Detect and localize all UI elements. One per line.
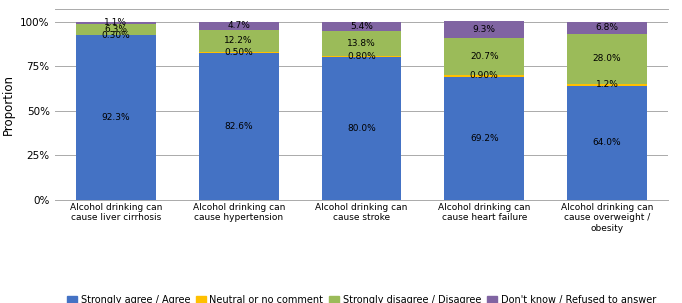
Bar <box>567 86 647 200</box>
Text: 9.3%: 9.3% <box>473 25 496 34</box>
Bar <box>76 35 155 200</box>
Bar <box>76 24 155 35</box>
Bar <box>445 22 524 38</box>
Y-axis label: Proportion: Proportion <box>1 74 14 135</box>
Text: 12.2%: 12.2% <box>224 36 253 45</box>
Text: 20.7%: 20.7% <box>470 52 499 61</box>
Bar <box>199 22 278 30</box>
Bar <box>322 22 401 31</box>
Text: 6.3%: 6.3% <box>104 25 128 34</box>
Bar <box>322 31 401 56</box>
Text: 80.0%: 80.0% <box>347 124 376 133</box>
Bar <box>199 52 278 53</box>
Text: 1.2%: 1.2% <box>595 80 619 89</box>
Bar <box>445 38 524 75</box>
Bar <box>567 34 647 84</box>
Text: 69.2%: 69.2% <box>470 134 499 143</box>
Text: 92.3%: 92.3% <box>102 113 130 122</box>
Legend: Strongly agree / Agree, Neutral or no comment, Strongly disagree / Disagree, Don: Strongly agree / Agree, Neutral or no co… <box>63 291 660 303</box>
Text: 5.4%: 5.4% <box>350 22 373 31</box>
Text: 1.1%: 1.1% <box>104 18 128 27</box>
Bar <box>199 53 278 200</box>
Text: 64.0%: 64.0% <box>593 138 621 147</box>
Text: 0.90%: 0.90% <box>470 71 499 80</box>
Bar <box>445 77 524 200</box>
Bar <box>322 57 401 200</box>
Text: 0.30%: 0.30% <box>102 31 130 40</box>
Bar <box>567 84 647 86</box>
Text: 0.80%: 0.80% <box>347 52 376 61</box>
Bar <box>322 56 401 57</box>
Text: 82.6%: 82.6% <box>224 122 253 131</box>
Text: 28.0%: 28.0% <box>593 54 621 63</box>
Text: 13.8%: 13.8% <box>347 39 376 48</box>
Bar <box>567 22 647 34</box>
Text: 0.50%: 0.50% <box>224 48 253 57</box>
Bar <box>445 75 524 77</box>
Text: 4.7%: 4.7% <box>227 21 250 30</box>
Bar <box>199 30 278 52</box>
Text: 6.8%: 6.8% <box>595 23 619 32</box>
Bar <box>76 22 155 24</box>
